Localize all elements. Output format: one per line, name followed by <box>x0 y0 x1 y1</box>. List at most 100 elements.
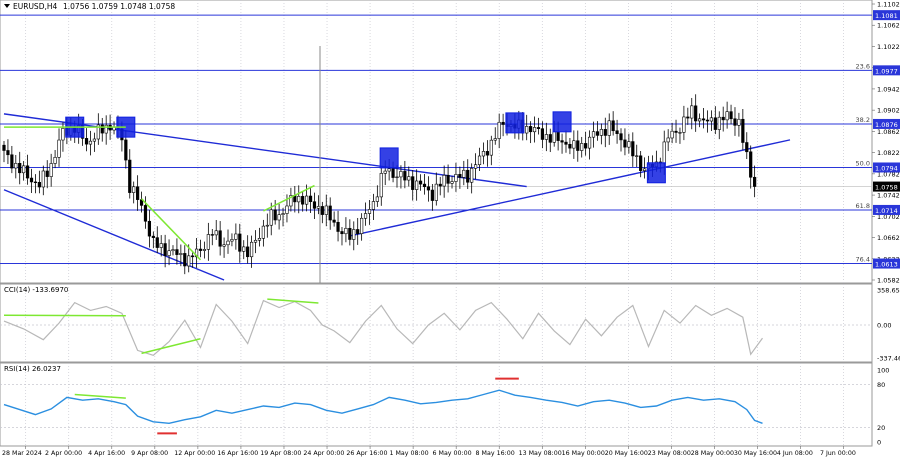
time-label: 30 May 16:00 <box>734 450 777 457</box>
fib-level-label: 23.6 <box>856 62 870 70</box>
candle-body <box>313 202 316 209</box>
time-label: 12 Apr 00:00 <box>174 450 215 457</box>
candle-body <box>136 187 139 200</box>
candle-body <box>694 106 697 121</box>
fib-price-tag-text: 1.0977 <box>875 67 898 75</box>
signal-box[interactable] <box>380 148 398 168</box>
candle-body <box>203 249 206 250</box>
candle-body <box>62 128 65 140</box>
candle-body <box>360 218 363 233</box>
fib-price-tag-text: 1.0876 <box>875 121 898 129</box>
candle-body <box>608 121 611 136</box>
signal-box[interactable] <box>506 113 524 133</box>
candle-body <box>451 182 454 184</box>
candle-body <box>168 251 171 256</box>
price-panel-frame <box>0 0 872 283</box>
time-label: 9 Apr 08:00 <box>131 450 168 457</box>
candle-body <box>745 143 748 152</box>
candle-body <box>643 169 646 171</box>
candle-body <box>561 141 564 143</box>
candle-body <box>329 206 332 220</box>
time-label: 19 Apr 08:00 <box>260 450 301 457</box>
time-label: 7 Jun 00:00 <box>820 450 856 457</box>
time-label: 28 Mar 2024 <box>2 450 42 457</box>
candle-body <box>545 134 548 139</box>
candle-body <box>38 182 41 187</box>
cci-title: CCI(14) -133.6970 <box>4 286 68 294</box>
rsi-tick-label: 80 <box>877 381 885 389</box>
candle-body <box>490 140 493 155</box>
candle-body <box>89 141 92 144</box>
candle-body <box>7 150 10 154</box>
candle-body <box>478 156 481 165</box>
fib-level-label: 76.4 <box>856 256 870 264</box>
candle-body <box>486 151 489 155</box>
time-label: 2 Apr 00:00 <box>45 450 82 457</box>
candle-body <box>675 131 678 132</box>
candle-body <box>600 129 603 135</box>
fib-price-tag-text: 1.1081 <box>875 12 898 20</box>
ohlc-values: 1.0756 1.0759 1.0748 1.0758 <box>63 2 175 11</box>
time-label: 1 May 08:00 <box>389 450 428 457</box>
candle-body <box>435 184 438 200</box>
candle-body <box>22 166 25 173</box>
candle-body <box>42 171 45 187</box>
candle-body <box>580 143 583 150</box>
candle-body <box>663 142 666 163</box>
candle-body <box>380 173 383 197</box>
fib-price-tag-text: 1.0714 <box>875 207 898 215</box>
candle-body <box>211 234 214 235</box>
price-panel[interactable]: 23.638.250.061.876.4 EURUSD,H4 1.0756 1.… <box>0 0 900 285</box>
candle-body <box>679 132 682 133</box>
signal-box[interactable] <box>553 112 571 132</box>
candle-body <box>502 122 505 124</box>
candle-body <box>439 184 442 186</box>
candle-body <box>368 209 371 213</box>
candle-body <box>187 256 190 266</box>
price-axis[interactable]: 1.11021.10621.10221.09821.09421.09021.08… <box>872 1 900 285</box>
candle-body <box>463 170 466 177</box>
candle-body <box>85 138 88 144</box>
time-label: 28 May 00:00 <box>691 450 734 457</box>
candle-body <box>58 140 61 157</box>
candle-body <box>671 131 674 138</box>
candle-body <box>718 117 721 129</box>
candle-body <box>612 121 615 131</box>
candle-body <box>388 169 391 171</box>
candle-body <box>628 142 631 148</box>
candle-body <box>459 174 462 177</box>
candle-body <box>474 165 477 169</box>
candle-body <box>565 142 568 144</box>
candle-body <box>34 182 37 183</box>
price-tick-label: 1.1102 <box>877 1 900 9</box>
candle-body <box>447 175 450 183</box>
candle-body <box>128 160 131 193</box>
candle-body <box>557 131 560 140</box>
candle-body <box>227 241 230 245</box>
candle-body <box>274 210 277 220</box>
candle-body <box>132 187 135 193</box>
candle-body <box>207 234 210 249</box>
candle-body <box>278 215 281 220</box>
candle-body <box>11 155 14 168</box>
candle-body <box>345 228 348 233</box>
candle-body <box>549 134 552 142</box>
candle-body <box>258 238 261 240</box>
symbol-label: EURUSD,H4 <box>13 2 57 11</box>
candle-body <box>411 177 414 190</box>
cci-panel[interactable]: CCI(14) -133.6970 358.65870.00-337.462 <box>0 284 900 363</box>
candle-body <box>250 242 253 257</box>
candle-body <box>687 117 690 118</box>
candle-body <box>156 238 159 248</box>
candle-body <box>50 163 53 176</box>
candle-body <box>604 129 607 135</box>
candle-body <box>423 184 426 187</box>
signal-box[interactable] <box>647 163 665 183</box>
candle-body <box>404 171 407 180</box>
fib-price-tag-text: 1.0613 <box>875 261 898 269</box>
